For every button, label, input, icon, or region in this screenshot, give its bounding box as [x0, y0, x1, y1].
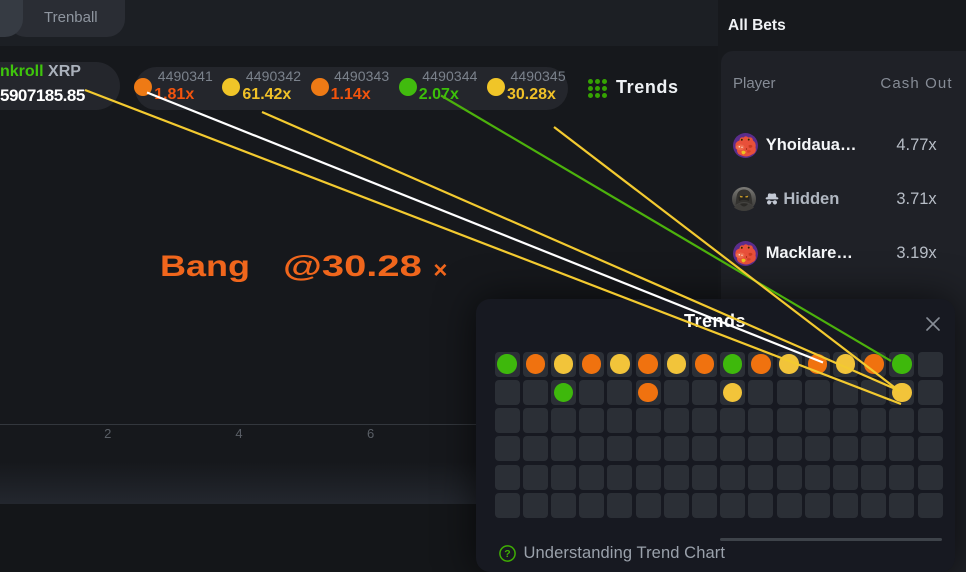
- svg-text:?: ?: [504, 548, 510, 560]
